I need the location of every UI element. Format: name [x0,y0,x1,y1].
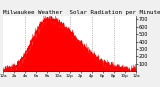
Text: Milwaukee Weather  Solar Radiation per Minute W/m2 (Last 24 Hours): Milwaukee Weather Solar Radiation per Mi… [3,10,160,15]
